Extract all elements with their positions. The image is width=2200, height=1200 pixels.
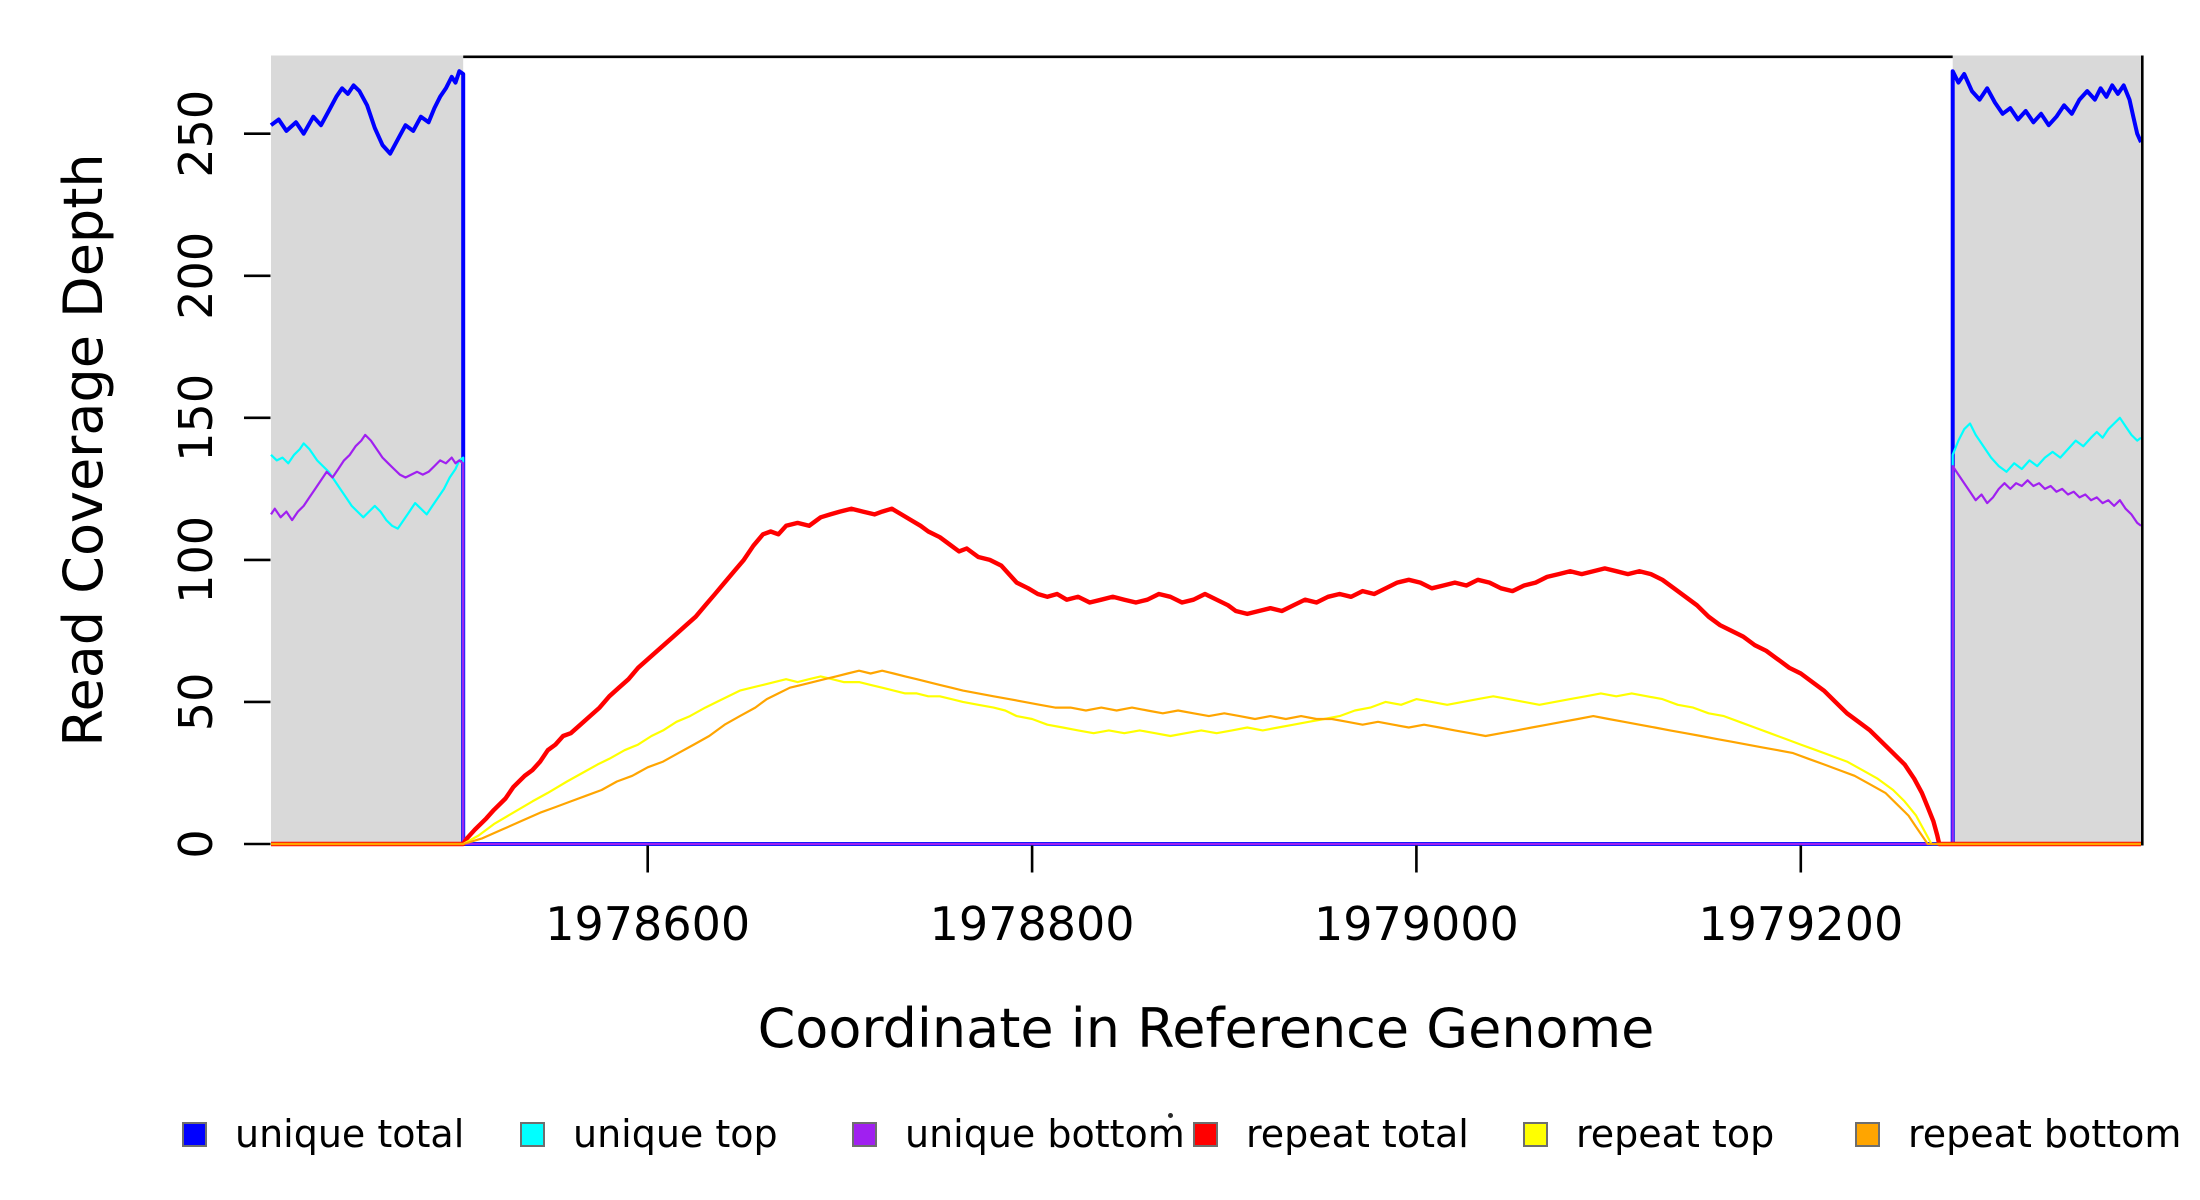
legend-item-repeat-bottom: repeat bottom — [1855, 1112, 2181, 1156]
axis-tick-labels: 1978600 1978800 1979000 1979200 0 50 100 150 200… — [169, 90, 1903, 951]
stray-mark — [1168, 1113, 1173, 1118]
legend-item-repeat-total: repeat total — [1193, 1112, 1469, 1156]
series-repeat-top — [271, 675, 2141, 846]
legend-swatch-unique-top — [520, 1121, 545, 1147]
shaded-region-left-unique-flank — [271, 55, 464, 846]
legend-item-unique-total: unique total — [182, 1112, 464, 1156]
legend-swatch-repeat-top — [1523, 1121, 1548, 1147]
y-tick-label: 0 — [169, 829, 223, 858]
legend-label: repeat top — [1576, 1112, 1775, 1156]
series-repeat-bottom — [271, 669, 2141, 846]
shaded-regions — [271, 55, 2141, 846]
x-tick-label: 1978600 — [545, 897, 750, 951]
y-axis-title: Read Coverage Depth — [52, 153, 115, 746]
x-axis-title: Coordinate in Reference Genome — [758, 997, 1655, 1060]
legend-item-unique-top: unique top — [520, 1112, 778, 1156]
y-tick-label: 150 — [169, 374, 223, 462]
legend-label: repeat total — [1246, 1112, 1469, 1156]
legend-item-repeat-top: repeat top — [1523, 1112, 1774, 1156]
legend-label: unique bottom — [905, 1112, 1185, 1156]
legend-swatch-repeat-total — [1193, 1121, 1218, 1147]
y-tick-label: 50 — [169, 673, 223, 732]
plot-frame — [463, 55, 2144, 846]
legend-swatch-repeat-bottom — [1855, 1121, 1880, 1147]
axis-ticks — [244, 132, 1803, 873]
y-tick-label: 200 — [169, 232, 223, 320]
legend-swatch-unique-bottom — [852, 1121, 877, 1147]
series-unique-top — [270, 416, 2142, 846]
series-unique-bottom — [270, 433, 2142, 846]
y-tick-label: 100 — [169, 516, 223, 604]
series-repeat-total — [271, 506, 2141, 847]
series-unique-total — [269, 69, 2143, 846]
legend: unique total unique top unique bottom repea… — [0, 0, 2200, 1156]
x-tick-label: 1979000 — [1314, 897, 1519, 951]
x-tick-label: 1979200 — [1698, 897, 1903, 951]
shaded-region-right-unique-flank — [1952, 55, 2141, 846]
series-lines — [269, 69, 2143, 847]
y-tick-label: 250 — [169, 90, 223, 178]
legend-swatch-unique-total — [182, 1121, 207, 1147]
x-tick-label: 1978800 — [930, 897, 1135, 951]
legend-item-unique-bottom: unique bottom — [852, 1112, 1185, 1156]
legend-label: unique total — [235, 1112, 465, 1156]
legend-label: unique top — [573, 1112, 778, 1156]
legend-label: repeat bottom — [1908, 1112, 2182, 1156]
